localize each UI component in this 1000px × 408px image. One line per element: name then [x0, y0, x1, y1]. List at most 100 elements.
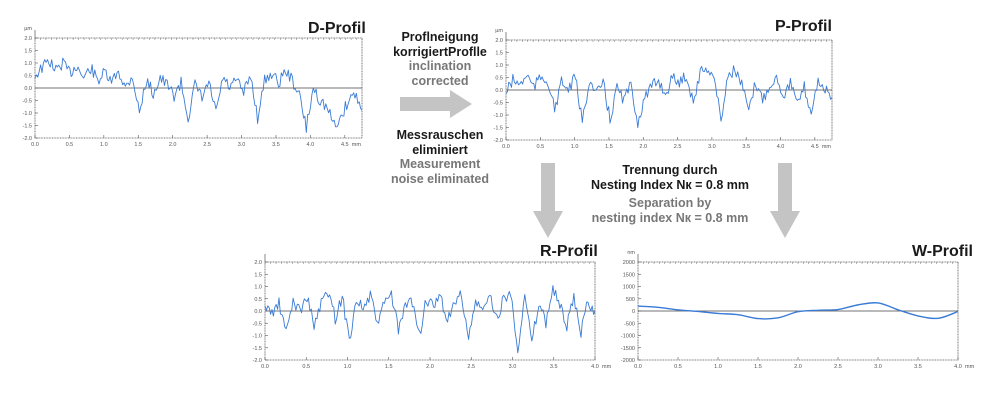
- y-tick-label: -1.5: [23, 124, 32, 130]
- x-tick-label: 2.0: [639, 144, 647, 150]
- x-tick-label: 1.0: [344, 364, 352, 370]
- x-tick-label: 0.0: [31, 142, 39, 148]
- r-profil-chart: 2.01.51.00.50.0-0.5-1.0-1.5-2.00.0 0.5 1.0…: [253, 254, 612, 370]
- y-tick-label: 1.0: [495, 63, 503, 69]
- x-tick-label: 0.5: [302, 364, 310, 370]
- sep-de-2: Nesting Index Nк = 0.8 mm: [590, 177, 750, 192]
- d-profil-title: D-Profil: [308, 20, 366, 37]
- x-tick-label: 2.0: [169, 142, 177, 148]
- x-tick-label: 0.0: [502, 144, 510, 150]
- y-tick-label: 0.5: [254, 297, 262, 303]
- x-tick-label: 2.5: [834, 364, 842, 370]
- y-tick-label: 0: [632, 309, 635, 315]
- y-axis-unit: nm: [627, 250, 635, 256]
- x-axis-unit: mm: [352, 142, 362, 148]
- y-tick-label: 1.0: [254, 285, 262, 291]
- x-tick-label: 3.0: [238, 142, 246, 148]
- y-tick-label: -1000: [621, 334, 635, 340]
- y-tick-label: 0.0: [254, 309, 262, 315]
- x-axis-unit: mm: [965, 364, 975, 370]
- note-de-3: Messrauschen: [396, 128, 484, 142]
- y-tick-label: 0.5: [495, 76, 503, 82]
- y-tick-label: -2000: [621, 358, 635, 364]
- x-tick-label: 1.0: [571, 144, 579, 150]
- x-tick-label: 3.5: [550, 364, 558, 370]
- x-tick-label: 2.0: [794, 364, 802, 370]
- right-arrow-icon: [400, 90, 472, 118]
- y-tick-label: 1500: [623, 272, 635, 278]
- note-en-3: Measurement: [399, 157, 481, 171]
- x-axis-unit: mm: [822, 144, 832, 150]
- r-profil-title: R-Profil: [540, 243, 598, 260]
- note-en-1: inclination: [408, 59, 472, 73]
- y-tick-label: -0.5: [23, 99, 32, 105]
- x-tick-label: 2.5: [674, 144, 682, 150]
- sep-de-1: Trennung durch: [622, 163, 718, 177]
- noise-note: Messrauschen eliminiert Measurement nois…: [370, 128, 510, 186]
- y-tick-label: -1.0: [253, 334, 262, 340]
- inclination-note: Proflneigung korrigiertProflle inclinati…: [370, 30, 510, 88]
- x-tick-label: 3.0: [509, 364, 517, 370]
- note-de-2: korrigiertProflle: [393, 44, 487, 59]
- x-tick-label: 4.5: [811, 144, 819, 150]
- y-tick-label: 0.0: [24, 86, 32, 92]
- d-profile-trace: [34, 57, 363, 133]
- y-tick-label: 1.5: [495, 51, 503, 57]
- x-tick-label: 3.5: [272, 142, 280, 148]
- y-tick-label: -1.5: [253, 346, 262, 352]
- x-tick-label: 3.0: [874, 364, 882, 370]
- y-tick-label: 0.5: [24, 74, 32, 80]
- w-profile-trace: [637, 302, 959, 320]
- x-tick-label: 1.5: [754, 364, 762, 370]
- x-tick-label: 4.5: [341, 142, 349, 148]
- y-tick-label: 2.0: [254, 260, 262, 266]
- x-tick-label: 0.0: [634, 364, 642, 370]
- x-tick-label: 2.5: [467, 364, 475, 370]
- w-profil-chart: 2000 1500 1000 500 0 -500 -1000 -1500 -2000 nm 0.0…: [621, 250, 975, 370]
- x-tick-label: 3.0: [708, 144, 716, 150]
- y-tick-label: 1.0: [24, 61, 32, 67]
- separation-note: Trennung durch Nesting Index Nк = 0.8 mm…: [575, 163, 765, 225]
- y-tick-label: -1.5: [494, 126, 503, 132]
- x-tick-label: 1.5: [134, 142, 142, 148]
- p-profile-trace: [505, 65, 833, 129]
- down-arrow-icon: [770, 163, 800, 238]
- x-tick-label: 2.5: [203, 142, 211, 148]
- down-arrow-icon: [533, 163, 563, 238]
- x-tick-label: 3.5: [742, 144, 750, 150]
- y-tick-label: -1.0: [23, 111, 32, 117]
- y-tick-label: -1500: [621, 346, 635, 352]
- y-tick-label: 0.0: [495, 88, 503, 94]
- y-tick-label: 2.0: [495, 38, 503, 44]
- y-tick-label: 1000: [623, 285, 635, 291]
- note-de-4: eliminiert: [412, 142, 468, 157]
- note-de-1: Proflneigung: [401, 30, 479, 44]
- note-en-2: corrected: [411, 73, 469, 88]
- x-tick-label: 0.5: [674, 364, 682, 370]
- x-tick-label: 1.5: [385, 364, 393, 370]
- x-tick-label: 1.5: [605, 144, 613, 150]
- d-profil-chart: 2.0 1.5 1.0 0.5 0.0 -0.5 -1.0 -1.5 -2.0 µm 0.0 0.5 1…: [23, 26, 363, 148]
- sep-en-2: nesting index Nк = 0.8 mm: [591, 210, 749, 225]
- y-tick-label: -2.0: [253, 358, 262, 364]
- sep-en-1: Separation by: [628, 196, 712, 210]
- y-tick-label: -0.5: [494, 101, 503, 107]
- y-tick-label: 2.0: [24, 36, 32, 42]
- y-tick-label: -500: [624, 321, 635, 327]
- y-axis-unit: µm: [495, 28, 503, 34]
- note-en-4: noise eliminated: [391, 171, 489, 186]
- x-tick-label: 1.0: [100, 142, 108, 148]
- y-tick-label: -2.0: [23, 136, 32, 142]
- x-tick-label: 0.0: [261, 364, 269, 370]
- x-tick-label: 4.0: [591, 364, 599, 370]
- r-profile-trace: [264, 285, 596, 354]
- y-tick-label: 1.5: [254, 272, 262, 278]
- x-tick-label: 3.5: [914, 364, 922, 370]
- p-profil-title: P-Profil: [775, 18, 832, 35]
- p-profil-chart: 2.0 1.5 1.0 0.5 0.0 -0.5 -1.0 -1.5 -2.0 µm 0.0 0.5 1…: [494, 28, 833, 150]
- y-tick-label: 1.5: [24, 49, 32, 55]
- x-tick-label: 4.0: [777, 144, 785, 150]
- x-tick-label: 4.0: [307, 142, 315, 148]
- x-axis-unit: mm: [602, 364, 612, 370]
